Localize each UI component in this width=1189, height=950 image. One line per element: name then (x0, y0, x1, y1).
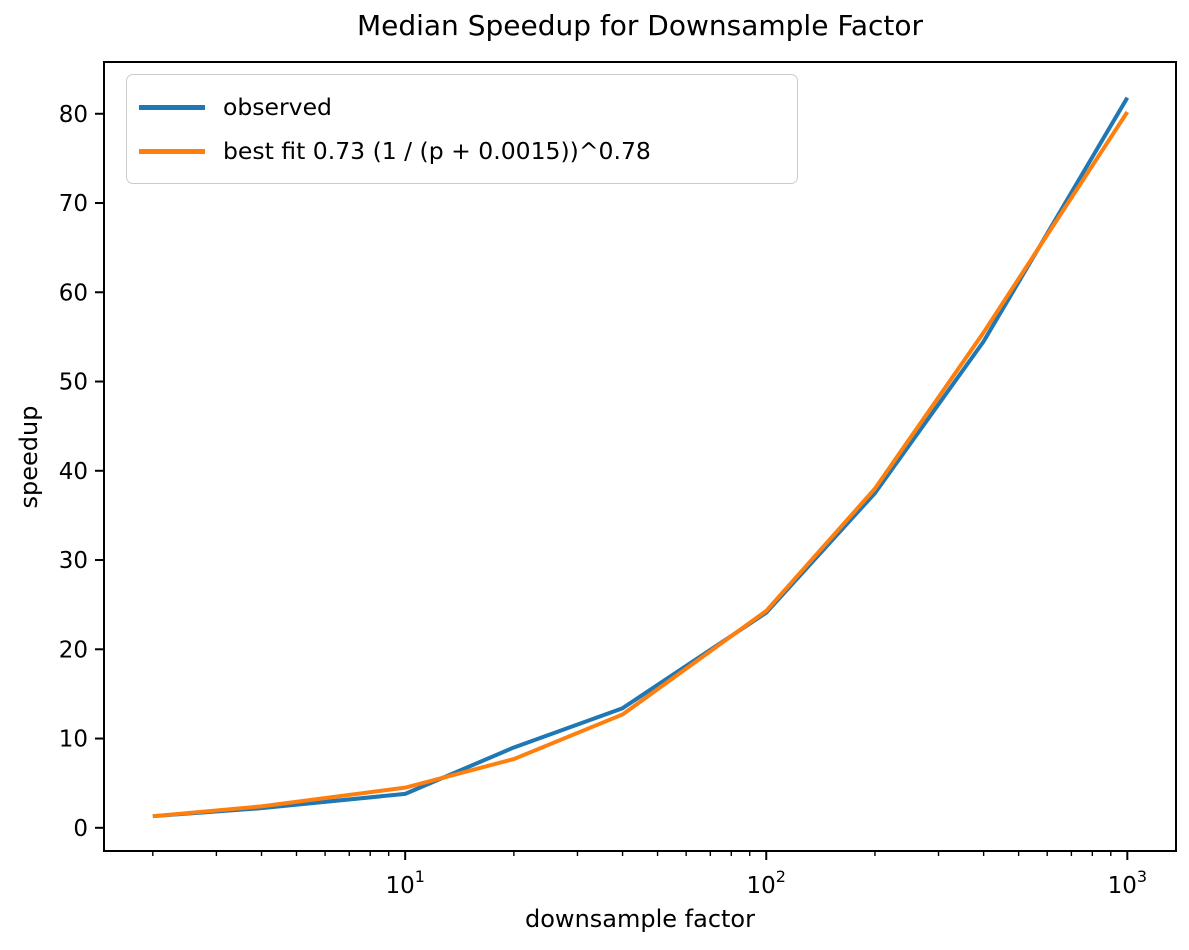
x-axis-label: downsample factor (525, 905, 755, 933)
x-tick-label: 102 (747, 867, 786, 899)
best-fit-line (152, 110, 1129, 819)
best-fit-line-swatch (139, 148, 205, 154)
observed-line-swatch (139, 104, 205, 110)
y-tick-label: 20 (59, 637, 88, 663)
y-tick-label: 0 (73, 816, 88, 842)
y-tick-label: 10 (59, 727, 88, 753)
chart-title: Median Speedup for Downsample Factor (356, 9, 924, 42)
y-tick-label: 80 (59, 102, 88, 128)
y-tick-label: 40 (59, 459, 88, 485)
legend-item-observed: observed (137, 85, 783, 129)
y-tick-label: 30 (59, 548, 88, 574)
x-tick-label: 103 (1108, 867, 1147, 899)
legend: observed best fit 0.73 (1 / (p + 0.0015)… (126, 74, 798, 184)
y-tick-label: 70 (59, 191, 88, 217)
legend-item-best-fit: best fit 0.73 (1 / (p + 0.0015))^0.78 (137, 129, 783, 173)
axes-frame (103, 61, 1177, 852)
observed-line (152, 96, 1130, 819)
x-tick-label: 101 (385, 867, 424, 899)
y-tick-label: 50 (59, 370, 88, 396)
y-axis-label: speedup (15, 405, 43, 509)
legend-label: observed (223, 93, 332, 121)
legend-label: best fit 0.73 (1 / (p + 0.0015))^0.78 (223, 137, 651, 165)
y-tick-label: 60 (59, 280, 88, 306)
